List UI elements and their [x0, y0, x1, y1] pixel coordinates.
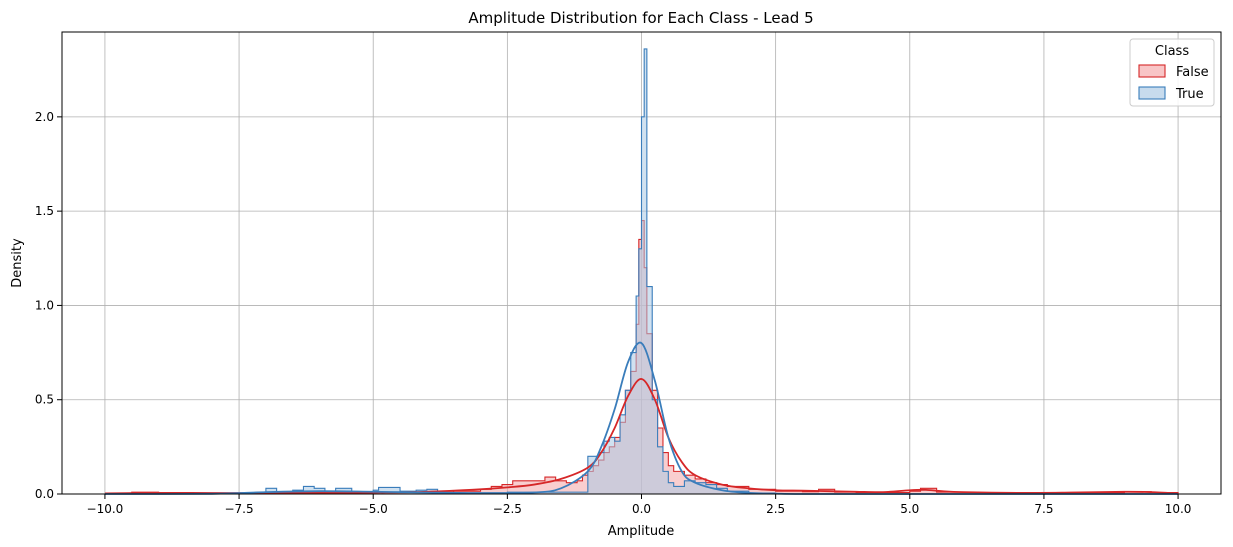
legend-label-true: True	[1175, 87, 1204, 102]
legend: Class False True	[1129, 38, 1215, 107]
x-tick-label: 2.5	[766, 502, 785, 516]
legend-swatch-true	[1138, 86, 1166, 100]
y-tick-label: 1.0	[35, 298, 54, 312]
y-tick-label: 0.5	[35, 393, 54, 407]
y-tick-label: 2.0	[35, 110, 54, 124]
x-tick-label: −10.0	[87, 502, 124, 516]
legend-label-false: False	[1176, 65, 1209, 80]
legend-swatch-false	[1138, 64, 1166, 78]
y-tick-label: 0.0	[35, 487, 54, 501]
x-tick-label: 5.0	[900, 502, 919, 516]
x-tick-label: 7.5	[1034, 502, 1053, 516]
x-axis: −10.0 −7.5 −5.0 −2.5 0.0 2.5 5.0 7.5 10.0	[87, 494, 1192, 516]
x-tick-label: 10.0	[1165, 502, 1192, 516]
y-tick-label: 1.5	[35, 204, 54, 218]
y-axis: 0.0 0.5 1.0 1.5 2.0	[35, 110, 62, 501]
plot-area	[61, 31, 1222, 495]
x-tick-label: −5.0	[359, 502, 388, 516]
y-axis-label: Density	[10, 238, 25, 288]
x-tick-label: −7.5	[224, 502, 253, 516]
x-tick-label: −2.5	[493, 502, 522, 516]
x-tick-label: 0.0	[632, 502, 651, 516]
chart-title: Amplitude Distribution for Each Class - …	[468, 9, 813, 27]
legend-title: Class	[1155, 44, 1189, 59]
x-axis-label: Amplitude	[608, 524, 675, 539]
